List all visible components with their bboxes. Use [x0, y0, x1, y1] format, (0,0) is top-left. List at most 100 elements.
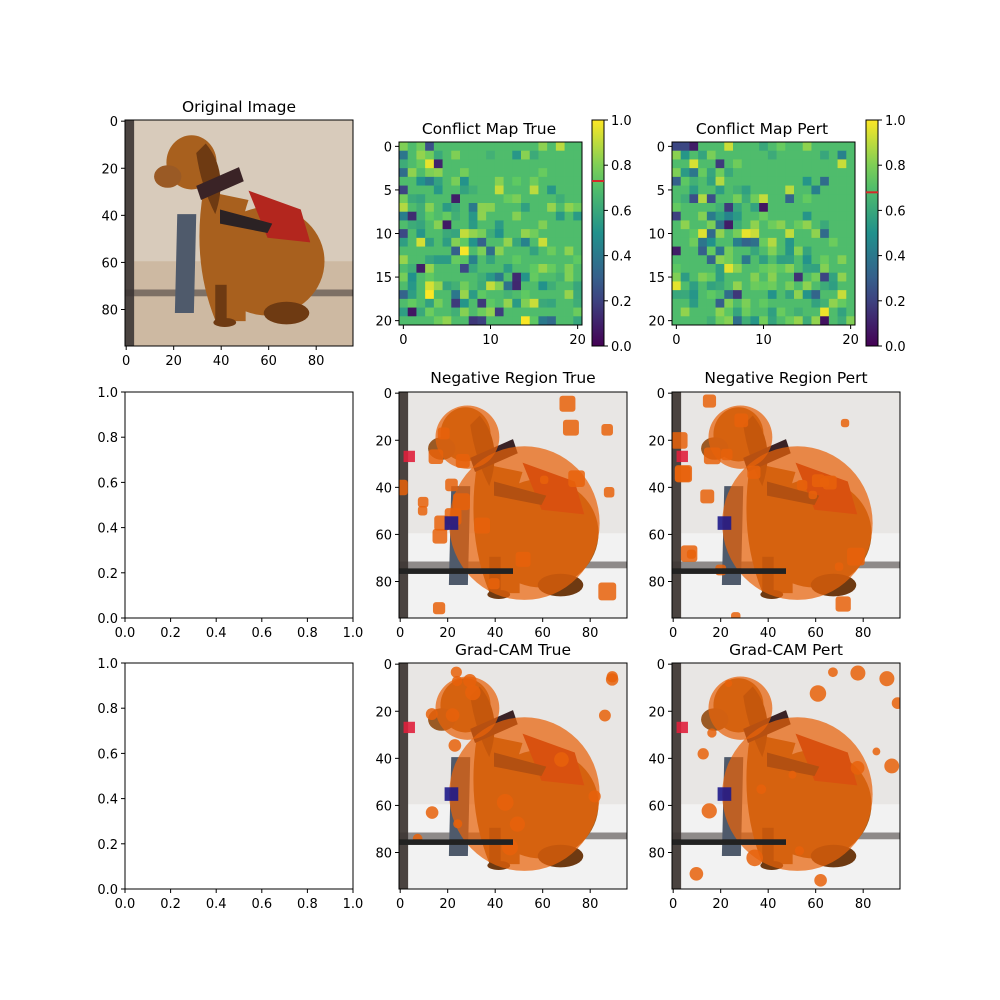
- heatmap-cell: [706, 142, 716, 152]
- heatmap-cell: [776, 298, 786, 308]
- heatmap-cell: [529, 194, 539, 204]
- heatmap-cell: [477, 281, 487, 291]
- heatmap-cell: [477, 176, 487, 186]
- heatmap-cell: [811, 194, 821, 204]
- heatmap-cell: [477, 159, 487, 169]
- heatmap-cell: [564, 159, 574, 169]
- heatmap-cell: [706, 150, 716, 160]
- heatmap-cell: [820, 185, 830, 195]
- heatmap-cell: [706, 246, 716, 256]
- heatmap-cell: [407, 176, 417, 186]
- heatmap-cell: [407, 168, 417, 178]
- heatmap-cell: [407, 307, 417, 317]
- heatmap-cell: [468, 307, 478, 317]
- panel-original-image: Original Image 0 20 40 60 80 0 20 40 60 80: [101, 98, 354, 369]
- heatmap-cell: [573, 298, 583, 308]
- heatmap-cell: [724, 150, 734, 160]
- heatmap-cell: [547, 150, 557, 160]
- heatmap-cell: [399, 142, 409, 152]
- overlay-blob: [788, 770, 797, 779]
- x-tick-label: 80: [855, 897, 872, 912]
- heatmap-cell: [794, 290, 804, 300]
- heatmap-cell: [547, 272, 557, 282]
- heatmap-cell: [425, 290, 435, 300]
- heatmap-cell: [399, 246, 409, 256]
- heatmap-cell: [538, 316, 548, 326]
- x-tick-label: 80: [582, 897, 599, 912]
- heatmap-cell: [672, 307, 682, 317]
- heatmap-cell: [759, 194, 769, 204]
- overlay-blob: [562, 419, 579, 436]
- heatmap-cell: [767, 272, 777, 282]
- heatmap-cell: [689, 220, 699, 230]
- heatmap-cell: [785, 298, 795, 308]
- heatmap-cell: [846, 255, 856, 265]
- heatmap-cell: [785, 203, 795, 213]
- heatmap-cell: [759, 290, 769, 300]
- heatmap-cell: [564, 211, 574, 221]
- heatmap-cell: [503, 237, 513, 247]
- heatmap-cell: [494, 246, 504, 256]
- heatmap-cell: [837, 272, 847, 282]
- heatmap-cell: [407, 159, 417, 169]
- colorbar-tick-label: 0.2: [885, 295, 906, 310]
- y-tick-label: 80: [648, 576, 665, 591]
- heatmap-cell: [460, 168, 470, 178]
- heatmap-cell: [468, 281, 478, 291]
- heatmap-cell: [759, 264, 769, 274]
- heatmap-cell: [680, 316, 690, 326]
- heatmap-cell: [733, 176, 743, 186]
- heatmap-cell: [785, 194, 795, 204]
- heatmap-cell: [573, 290, 583, 300]
- heatmap-cell: [433, 307, 443, 317]
- y-tick-label: 40: [648, 481, 665, 496]
- heatmap-cell: [837, 203, 847, 213]
- heatmap-cell: [521, 220, 531, 230]
- heatmap-cell: [416, 298, 426, 308]
- y-tick-label: 10: [375, 228, 392, 243]
- heatmap-cell: [776, 307, 786, 317]
- heatmap-cell: [837, 290, 847, 300]
- heatmap-cell: [767, 237, 777, 247]
- heatmap-cell: [512, 176, 522, 186]
- heatmap-cell: [811, 316, 821, 326]
- heatmap-cell: [680, 168, 690, 178]
- heatmap-cell: [733, 290, 743, 300]
- heatmap-cell: [442, 272, 452, 282]
- heatmap-cell: [724, 194, 734, 204]
- heatmap-cell: [820, 159, 830, 169]
- heatmap-cell: [564, 237, 574, 247]
- heatmap-cell: [776, 229, 786, 239]
- heatmap-cell: [503, 168, 513, 178]
- heatmap-cell: [460, 229, 470, 239]
- overlay-blob: [794, 846, 805, 856]
- heatmap-cell: [399, 211, 409, 221]
- heatmap-cell: [442, 220, 452, 230]
- heatmap-cell: [547, 220, 557, 230]
- heatmap-cell: [820, 203, 830, 213]
- overlay-blob: [724, 679, 733, 688]
- heatmap-cell: [820, 246, 830, 256]
- heatmap-cell: [468, 246, 478, 256]
- heatmap-cell: [399, 237, 409, 247]
- heatmap-cell: [828, 194, 838, 204]
- heatmap-cell: [521, 229, 531, 239]
- heatmap-cell: [512, 272, 522, 282]
- heatmap-cell: [477, 150, 487, 160]
- heatmap-cell: [477, 142, 487, 152]
- overlay-region: [722, 717, 873, 871]
- heatmap-cell: [846, 264, 856, 274]
- heatmap-cell: [715, 290, 725, 300]
- heatmap-cell: [785, 246, 795, 256]
- colorbar-tick-label: 0.0: [885, 340, 906, 355]
- overlay-blob: [428, 449, 444, 464]
- heatmap-cell: [802, 211, 812, 221]
- overlay-region: [722, 446, 873, 600]
- heatmap-cell: [776, 281, 786, 291]
- heatmap-cell: [494, 159, 504, 169]
- heatmap-cell: [837, 237, 847, 247]
- heatmap-cell: [494, 229, 504, 239]
- heatmap-cell: [750, 298, 760, 308]
- heatmap-cell: [442, 290, 452, 300]
- heatmap-cell: [538, 176, 548, 186]
